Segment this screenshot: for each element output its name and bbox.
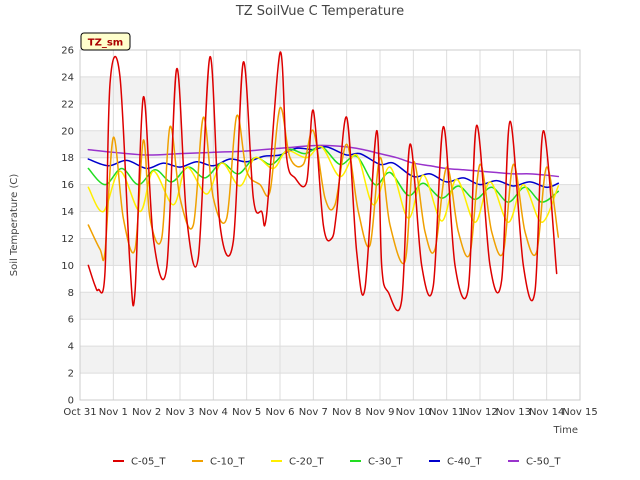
series-lines (87, 51, 560, 312)
y-axis-label: Soil Temperature (C) (9, 174, 20, 277)
plot-bands (80, 76, 580, 374)
chart-title: TZ SoilVue C Temperature (235, 4, 404, 19)
y-tick-label: 0 (68, 396, 74, 407)
plot-frame (79, 49, 581, 401)
legend-label: C-40_T (447, 457, 482, 468)
legend-label: C-10_T (210, 457, 245, 468)
x-tick-label: Nov 3 (165, 407, 194, 418)
station-badge-text: TZ_sm (88, 38, 123, 49)
x-tick-label: Nov 9 (365, 407, 394, 418)
station-badge: TZ_sm (80, 32, 131, 51)
plot-band (80, 238, 580, 266)
x-tick-label: Nov 7 (299, 407, 328, 418)
legend-label: C-05_T (131, 457, 166, 468)
y-tick-label: 12 (61, 234, 74, 245)
x-tick-label: Nov 14 (529, 407, 564, 418)
y-tick-label: 8 (68, 288, 74, 299)
y-tick-label: 4 (68, 342, 74, 353)
plot-band (80, 130, 580, 158)
x-tick-label: Nov 8 (332, 407, 361, 418)
x-axis-label: Time (553, 425, 578, 436)
x-tick-label: Nov 4 (199, 407, 228, 418)
legend-label: C-30_T (368, 457, 403, 468)
y-tick-label: 2 (68, 369, 74, 380)
x-tick-label: Nov 10 (396, 407, 431, 418)
y-tick-label: 18 (61, 153, 74, 164)
plot-band (80, 346, 580, 374)
series-line-c-10-t (87, 107, 560, 265)
y-tick-label: 26 (61, 46, 74, 57)
y-tick-label: 10 (61, 261, 74, 272)
x-tick-label: Nov 5 (232, 407, 261, 418)
plot-band (80, 76, 580, 104)
x-tick-label: Nov 11 (429, 407, 464, 418)
y-tick-label: 22 (61, 99, 74, 110)
station-badge-box (80, 32, 131, 51)
x-tick-label: Nov 1 (99, 407, 128, 418)
y-tick-label: 6 (68, 315, 74, 326)
x-tick-label: Nov 13 (496, 407, 531, 418)
x-tick-label: Oct 31 (63, 407, 96, 418)
series-line-c-20-t (87, 145, 560, 224)
x-tick-label: Nov 2 (132, 407, 161, 418)
y-tick-label: 16 (61, 180, 74, 191)
x-tick-label: Nov 6 (265, 407, 294, 418)
y-tick-label: 24 (61, 72, 74, 83)
x-tick-labels: Oct 31 Nov 1 Nov 2 Nov 3 Nov 4 Nov 5 Nov 6 Nov … (63, 407, 597, 418)
x-tick-label: Nov 15 (562, 407, 597, 418)
series-line-c-50-t (87, 144, 560, 178)
plot-band (80, 292, 580, 320)
legend-label: C-50_T (526, 457, 561, 468)
x-tick-label: Nov 12 (462, 407, 497, 418)
legend-label: C-20_T (289, 457, 324, 468)
y-tick-label: 20 (61, 126, 74, 137)
y-tick-label: 14 (61, 207, 74, 218)
legend: C-05_T C-10_T C-20_T C-30_T C-40_T C-50_T (113, 457, 561, 468)
series-line-c-05-t (87, 51, 558, 312)
